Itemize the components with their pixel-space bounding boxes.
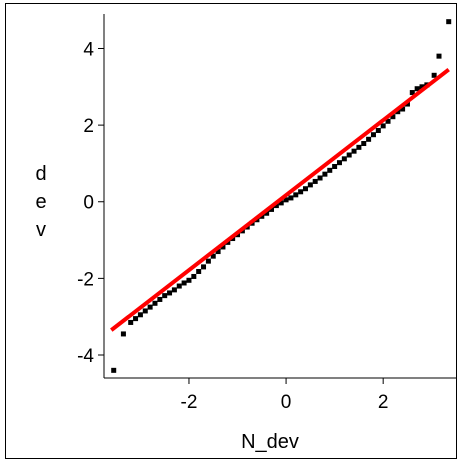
data-point (446, 19, 452, 25)
data-point (404, 101, 410, 107)
data-point (167, 290, 173, 296)
data-point (414, 86, 420, 92)
data-point (380, 123, 386, 129)
axes: -4 -2 0 2 4 -2 0 2 (77, 14, 456, 413)
data-point (152, 300, 158, 306)
data-point (278, 200, 284, 206)
data-point (317, 175, 323, 181)
data-point (336, 160, 342, 166)
data-point (191, 273, 197, 279)
data-point (142, 308, 148, 314)
data-point (322, 171, 328, 177)
data-point (186, 277, 192, 283)
data-point (264, 210, 270, 216)
data-point (147, 304, 153, 310)
data-point (288, 195, 294, 201)
data-point (400, 106, 406, 112)
data-point (370, 132, 376, 138)
y-tick-label: 2 (83, 116, 94, 137)
data-point (302, 186, 308, 192)
qq-plot: -4 -2 0 2 4 -2 0 2 N_dev d e v (35, 14, 456, 453)
data-point (201, 264, 207, 270)
data-point (431, 72, 437, 78)
reference-line-group (110, 67, 450, 332)
data-point (419, 84, 425, 90)
axis-labels: N_dev d e v (35, 163, 298, 453)
x-tick-label: 0 (281, 392, 292, 413)
data-point (346, 152, 352, 158)
data-point (385, 118, 391, 124)
data-point (181, 280, 187, 286)
chart-frame: -4 -2 0 2 4 -2 0 2 N_dev d e v (5, 3, 457, 459)
data-point (283, 197, 289, 203)
data-point (307, 182, 313, 188)
data-point (162, 293, 168, 299)
data-point (171, 287, 177, 293)
data-point (341, 156, 347, 162)
data-points (111, 19, 452, 373)
data-point (196, 268, 202, 274)
data-point (176, 283, 182, 289)
data-point (273, 203, 279, 209)
data-point (361, 141, 367, 147)
data-point (269, 206, 275, 212)
data-point (312, 178, 318, 184)
data-point (210, 253, 216, 259)
data-point (395, 109, 401, 115)
data-point (128, 319, 134, 325)
x-tick-label: -2 (181, 392, 198, 413)
data-point (215, 249, 221, 255)
x-tick-label: 2 (378, 392, 389, 413)
reference-line (110, 67, 450, 332)
y-tick-label: -2 (77, 269, 94, 290)
data-point (409, 90, 415, 96)
data-point (436, 53, 442, 59)
data-point (133, 316, 139, 322)
data-point (351, 148, 357, 154)
data-point (375, 127, 381, 133)
y-tick-label: 4 (83, 39, 94, 60)
data-point (205, 258, 211, 264)
data-point (298, 189, 304, 195)
y-tick-label: 0 (83, 193, 94, 214)
data-point (366, 136, 372, 142)
data-point (120, 331, 126, 337)
data-point (157, 296, 163, 302)
data-point (327, 167, 333, 173)
data-point (137, 312, 143, 318)
data-point (111, 367, 117, 373)
y-tick-label: -4 (77, 346, 94, 367)
data-point (220, 244, 226, 250)
x-axis-label: N_dev (241, 431, 299, 453)
data-point (332, 163, 338, 169)
data-point (293, 192, 299, 198)
data-point (356, 144, 362, 150)
data-point (390, 114, 396, 120)
